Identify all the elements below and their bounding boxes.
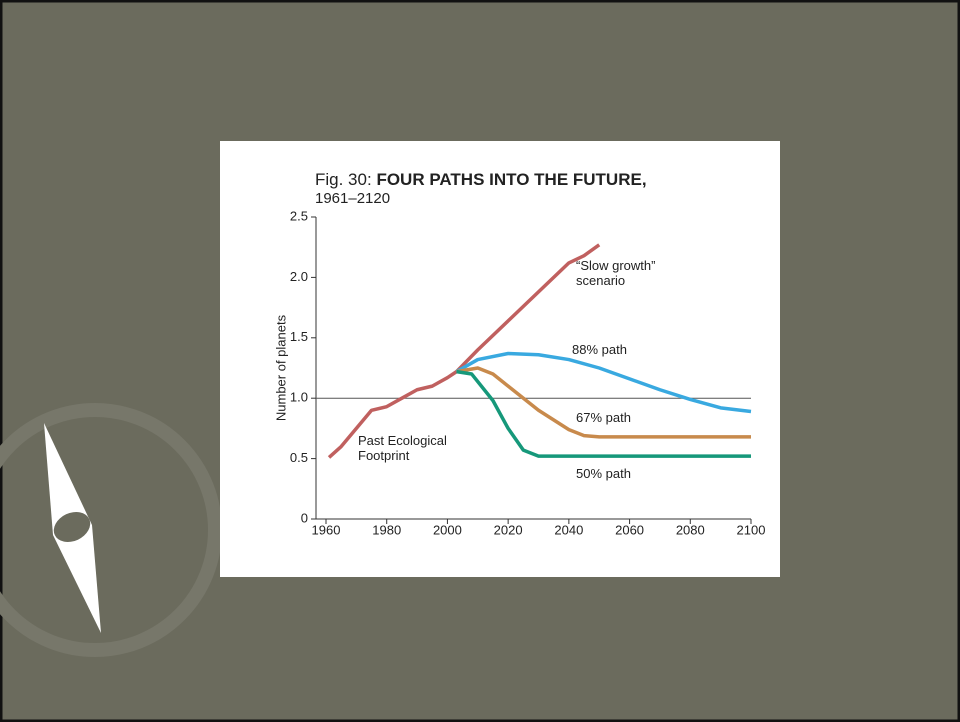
series-label: Past Ecological Footprint — [358, 433, 447, 463]
series-label: “Slow growth” scenario — [576, 258, 656, 288]
series-label-text: 88% path — [572, 342, 627, 357]
y-tick-label: 2.5 — [290, 208, 308, 223]
series-label-text: 50% path — [576, 466, 631, 481]
series-label: 88% path — [572, 342, 627, 357]
y-tick-label: 0 — [301, 510, 308, 525]
series-label-text: “Slow growth” scenario — [576, 258, 656, 288]
series-line — [456, 366, 751, 439]
series-label: 67% path — [576, 410, 631, 425]
series-line — [327, 370, 458, 459]
series-line — [456, 369, 751, 458]
y-tick-label: 1.5 — [290, 329, 308, 344]
x-tick-label: 2080 — [676, 522, 705, 537]
chart-subtitle: 1961–2120 — [315, 190, 390, 207]
series-line — [455, 243, 601, 373]
compass-ring — [0, 403, 222, 657]
x-tick-label: 2020 — [494, 522, 523, 537]
y-axis-label: Number of planets — [273, 314, 288, 421]
series-label: 50% path — [576, 466, 631, 481]
compass-pivot — [53, 511, 91, 543]
x-tick-label: 1980 — [372, 522, 401, 537]
y-tick-label: 1.0 — [290, 390, 308, 405]
title: FOUR PATHS INTO THE FUTURE, — [376, 170, 646, 189]
series-label-text: Past Ecological Footprint — [358, 433, 447, 463]
series-label-text: 67% path — [576, 410, 631, 425]
series-line — [455, 351, 752, 414]
chart-panel — [220, 141, 780, 577]
figure-label: Fig. 30: — [315, 170, 372, 189]
x-tick-label: 2040 — [554, 522, 583, 537]
x-tick-label: 1960 — [312, 522, 341, 537]
x-tick-label: 2060 — [615, 522, 644, 537]
chart-title: Fig. 30: FOUR PATHS INTO THE FUTURE, — [315, 170, 647, 189]
x-tick-label: 2000 — [433, 522, 462, 537]
y-tick-label: 2.0 — [290, 269, 308, 284]
y-tick-label: 0.5 — [290, 450, 308, 465]
x-tick-label: 2100 — [737, 522, 766, 537]
